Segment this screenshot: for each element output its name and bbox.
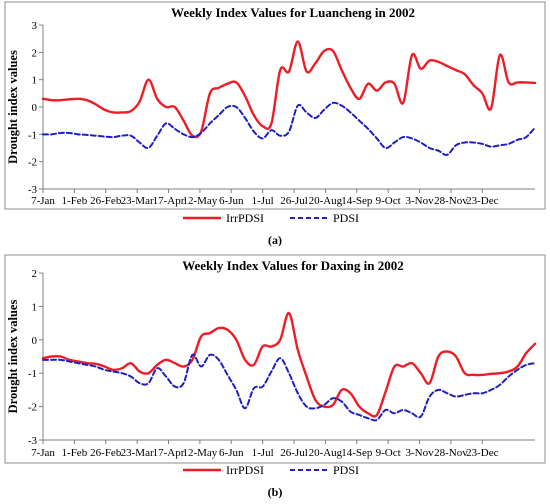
y-tick-label: -3 (28, 435, 38, 447)
x-tick-label: 23-Dec (466, 447, 498, 459)
x-tick-label: 12-May (182, 195, 217, 207)
x-tick-label: 20-Aug (309, 447, 343, 459)
y-tick-label: -1 (28, 368, 37, 380)
y-tick-label: 0 (32, 335, 38, 347)
x-tick-label: 1-Jul (252, 195, 274, 207)
legend-label-irrpdsi: IrrPDSI (226, 463, 264, 477)
x-tick-label: 26-Feb (90, 447, 122, 459)
panel-caption: (a) (268, 233, 282, 247)
chart-panel-daxing: Weekly Index Values for Daxing in 2002 Dr… (4, 254, 546, 499)
y-tick-label: 0 (32, 102, 38, 114)
chart-title: Weekly Index Values for Luancheng in 200… (171, 5, 415, 20)
x-tick-label: 1-Feb (62, 195, 88, 207)
x-tick-label: 1-Jul (252, 447, 274, 459)
x-tick-label: 6-Jun (219, 447, 244, 459)
y-tick-label: 3 (32, 20, 38, 32)
y-axis-label: Drought index values (6, 50, 20, 164)
x-tick-label: 3-Nov (405, 195, 434, 207)
chart-frame (4, 254, 546, 464)
x-tick-label: 3-Nov (405, 447, 434, 459)
chart-title: Weekly Index Values for Daxing in 2002 (182, 258, 404, 273)
x-tick-label: 28-Nov (434, 195, 468, 207)
legend-label-pdsi: PDSI (333, 211, 359, 225)
y-axis-label: Drought index values (6, 300, 20, 414)
y-tick-label: -2 (28, 157, 37, 169)
y-tick-label: 2 (32, 47, 38, 59)
y-tick-label: -2 (28, 402, 37, 414)
x-tick-label: 28-Nov (434, 447, 468, 459)
x-tick-label: 9-Oct (376, 447, 401, 459)
y-tick-label: 1 (32, 301, 38, 313)
legend-label-pdsi: PDSI (333, 463, 359, 477)
x-tick-label: 17-Apr (153, 447, 185, 459)
x-tick-label: 6-Jun (219, 195, 244, 207)
series-line-irrpdsi (41, 311, 537, 418)
series-line-irrpdsi (41, 40, 537, 139)
series-line-pdsi (42, 353, 536, 422)
x-tick-label: 7-Jan (31, 447, 55, 459)
chart-frame (4, 1, 546, 210)
x-tick-label: 23-Dec (466, 195, 498, 207)
y-tick-label: -3 (28, 184, 38, 196)
legend-label-irrpdsi: IrrPDSI (226, 211, 264, 225)
x-tick-label: 26-Feb (90, 195, 122, 207)
x-tick-label: 20-Aug (309, 195, 343, 207)
x-tick-label: 26-Jul (280, 447, 308, 459)
y-tick-label: 1 (32, 75, 38, 87)
chart-panel-luancheng: Weekly Index Values for Luancheng in 200… (4, 1, 546, 247)
x-tick-label: 7-Jan (31, 195, 55, 207)
x-tick-label: 14-Sep (341, 447, 373, 459)
x-tick-label: 26-Jul (280, 195, 308, 207)
series-line-pdsi (42, 101, 536, 156)
x-tick-label: 17-Apr (153, 195, 185, 207)
x-tick-label: 1-Feb (62, 447, 88, 459)
x-tick-label: 14-Sep (341, 195, 373, 207)
x-tick-label: 23-Mar (121, 447, 154, 459)
x-tick-label: 23-Mar (121, 195, 154, 207)
y-tick-label: 2 (32, 268, 38, 280)
x-tick-label: 9-Oct (376, 195, 401, 207)
x-tick-label: 12-May (182, 447, 217, 459)
y-tick-label: -1 (28, 129, 37, 141)
panel-caption: (b) (268, 485, 283, 499)
